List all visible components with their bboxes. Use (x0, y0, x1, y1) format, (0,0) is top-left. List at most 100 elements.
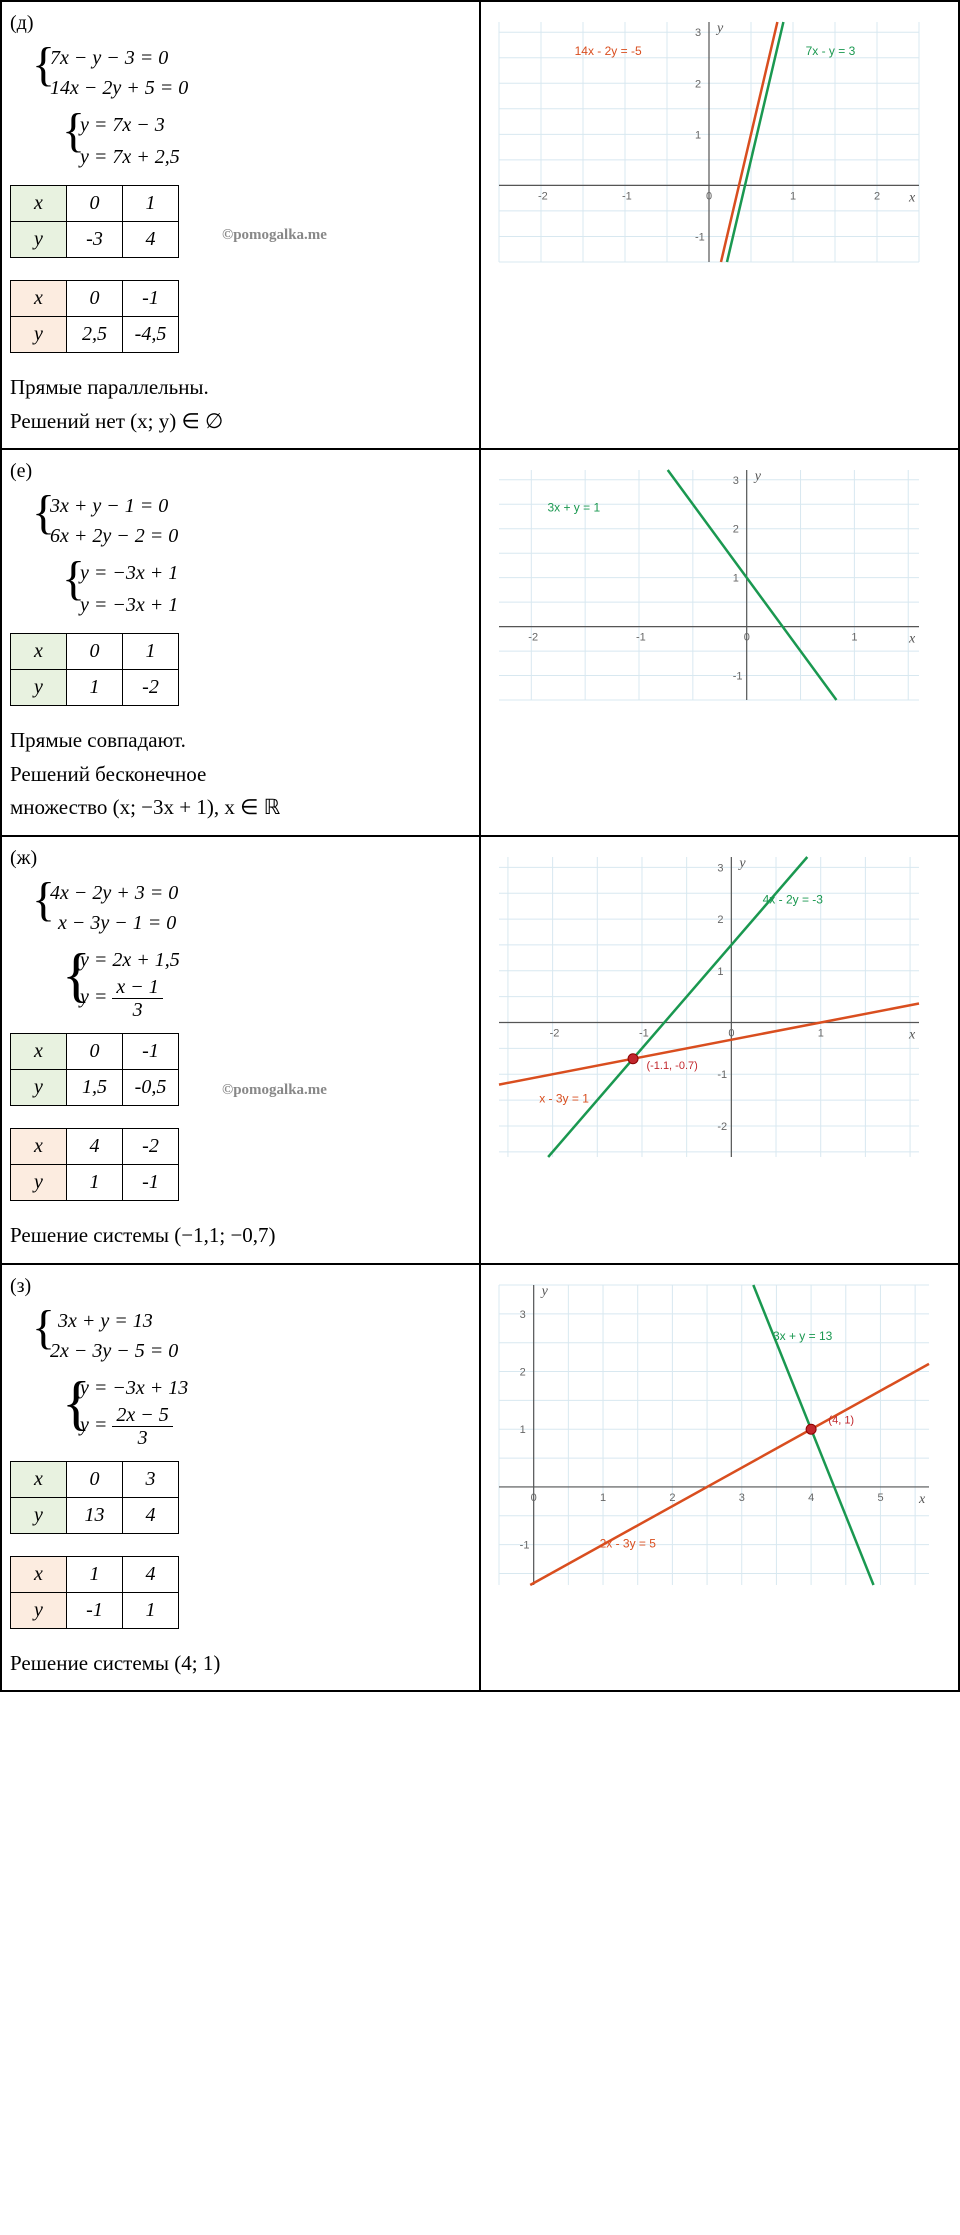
svg-text:(-1.1, -0.7): (-1.1, -0.7) (646, 1060, 697, 1072)
brace-icon: { (32, 1308, 55, 1349)
table-cell: -1 (123, 281, 179, 317)
table-cell: 4 (123, 1497, 179, 1533)
svg-text:2: 2 (669, 1491, 675, 1503)
svg-text:y: y (753, 469, 762, 484)
svg-text:-2: -2 (550, 1027, 560, 1039)
result-line: Решение системы (4; 1) (10, 1647, 471, 1681)
derived-e: { y = −3x + 1 y = −3x + 1 (80, 557, 471, 621)
svg-text:2: 2 (717, 914, 723, 926)
main-grid: (д) { 7x − y − 3 = 0 14x − 2y + 5 = 0 { … (0, 0, 960, 1692)
table-cell: 0 (67, 1033, 123, 1069)
eq-line: 4x − 2y + 3 = 0 (50, 878, 471, 908)
frac-num: x − 1 (112, 976, 162, 999)
chart-d: -2-1012-1123xy14x - 2y = -57x - y = 3 (489, 12, 950, 438)
table-header: x (11, 1556, 67, 1592)
svg-text:1: 1 (695, 129, 701, 141)
table-cell: 4 (123, 222, 179, 258)
svg-text:1: 1 (818, 1027, 824, 1039)
eq-line: x − 3y − 1 = 0 (58, 908, 471, 938)
svg-text:-1: -1 (639, 1027, 649, 1039)
table-header: x (11, 186, 67, 222)
svg-text:1: 1 (733, 573, 739, 585)
svg-text:1: 1 (851, 632, 857, 644)
svg-text:-2: -2 (528, 632, 538, 644)
table-header: x (11, 281, 67, 317)
panel-d-right: -2-1012-1123xy14x - 2y = -57x - y = 3 (480, 1, 959, 449)
svg-text:y: y (715, 21, 724, 36)
svg-text:0: 0 (706, 190, 712, 202)
table-header: x (11, 634, 67, 670)
system-zh: { 4x − 2y + 3 = 0 x − 3y − 1 = 0 (50, 878, 471, 938)
watermark: ©pomogalka.me (222, 1082, 327, 1099)
result-text: Прямые совпадают. Решений бесконечное мн… (10, 724, 471, 825)
chart-zh: -2-101-2-1123xy4x - 2y = -3x - 3y = 1(-1… (489, 847, 950, 1253)
svg-text:1: 1 (790, 190, 796, 202)
table-z-1: x03 y134 (10, 1461, 179, 1534)
derived-d: { y = 7x − 3 y = 7x + 2,5 (80, 109, 471, 173)
table-cell: -2 (123, 670, 179, 706)
svg-text:x: x (918, 1491, 926, 1506)
table-cell: 1 (123, 634, 179, 670)
table-cell: -4,5 (123, 317, 179, 353)
brace-icon: { (62, 559, 85, 600)
result-line: Решений бесконечное (10, 758, 471, 792)
svg-text:y: y (540, 1284, 549, 1299)
svg-text:0: 0 (728, 1027, 734, 1039)
table-cell: -1 (123, 1164, 179, 1200)
panel-e-right: -2-101-1123xy3x + y = 1 (480, 449, 959, 836)
table-header: x (11, 1128, 67, 1164)
svg-text:(4, 1): (4, 1) (828, 1414, 854, 1426)
table-header: y (11, 670, 67, 706)
table-d-2: x0-1 y2,5-4,5 (10, 280, 179, 353)
panel-label: (д) (10, 12, 471, 35)
table-cell: -3 (67, 222, 123, 258)
svg-text:0: 0 (744, 632, 750, 644)
brace-icon: { (62, 1378, 91, 1429)
table-header: x (11, 1033, 67, 1069)
table-cell: -0,5 (123, 1069, 179, 1105)
eq-line: y = 7x − 3 (80, 109, 471, 141)
svg-text:3: 3 (739, 1491, 745, 1503)
svg-text:x: x (908, 1027, 916, 1042)
eq-line: 14x − 2y + 5 = 0 (50, 73, 471, 103)
panel-e-left: (е) { 3x + y − 1 = 0 6x + 2y − 2 = 0 { y… (1, 449, 480, 836)
brace-icon: { (62, 950, 91, 1001)
svg-text:-1: -1 (695, 231, 705, 243)
frac-num: 2x − 5 (112, 1404, 172, 1427)
panel-z-left: (з) { 3x + y = 13 2x − 3y − 5 = 0 { y = … (1, 1264, 480, 1692)
result-line: Прямые параллельны. (10, 371, 471, 405)
frac-den: 3 (112, 1427, 172, 1449)
table-header: y (11, 222, 67, 258)
panel-label: (е) (10, 460, 471, 483)
table-cell: -2 (123, 1128, 179, 1164)
svg-text:1: 1 (520, 1424, 526, 1436)
eq-line: y = 2x + 1,5 (80, 944, 471, 976)
svg-text:x: x (908, 632, 916, 647)
svg-text:2: 2 (695, 78, 701, 90)
svg-text:-1: -1 (636, 632, 646, 644)
svg-text:2: 2 (733, 524, 739, 536)
table-cell: 0 (67, 1461, 123, 1497)
result-line: множество (x; −3x + 1), x ∈ ℝ (10, 791, 471, 825)
svg-text:-1: -1 (622, 190, 632, 202)
svg-text:-2: -2 (717, 1121, 727, 1133)
eq-line: 3x + y = 13 (58, 1306, 471, 1336)
table-cell: 1 (67, 1164, 123, 1200)
svg-text:2: 2 (874, 190, 880, 202)
panel-z-right: 012345-1123xy3x + y = 132x - 3y = 5(4, 1… (480, 1264, 959, 1692)
table-header: y (11, 1164, 67, 1200)
system-z: { 3x + y = 13 2x − 3y − 5 = 0 (50, 1306, 471, 1366)
svg-text:2x - 3y = 5: 2x - 3y = 5 (600, 1536, 657, 1550)
system-e: { 3x + y − 1 = 0 6x + 2y − 2 = 0 (50, 491, 471, 551)
brace-icon: { (32, 45, 55, 86)
result-line: Решений нет (x; y) ∈ ∅ (10, 405, 471, 439)
eq-line: y = 7x + 2,5 (80, 141, 471, 173)
svg-text:y: y (737, 856, 746, 871)
fraction: x − 13 (112, 976, 162, 1021)
result-text: Решение системы (4; 1) (10, 1647, 471, 1681)
panel-label: (ж) (10, 847, 471, 870)
svg-text:7x - y = 3: 7x - y = 3 (806, 44, 856, 58)
table-cell: -1 (67, 1592, 123, 1628)
panel-d-left: (д) { 7x − y − 3 = 0 14x − 2y + 5 = 0 { … (1, 1, 480, 449)
svg-text:1: 1 (600, 1491, 606, 1503)
